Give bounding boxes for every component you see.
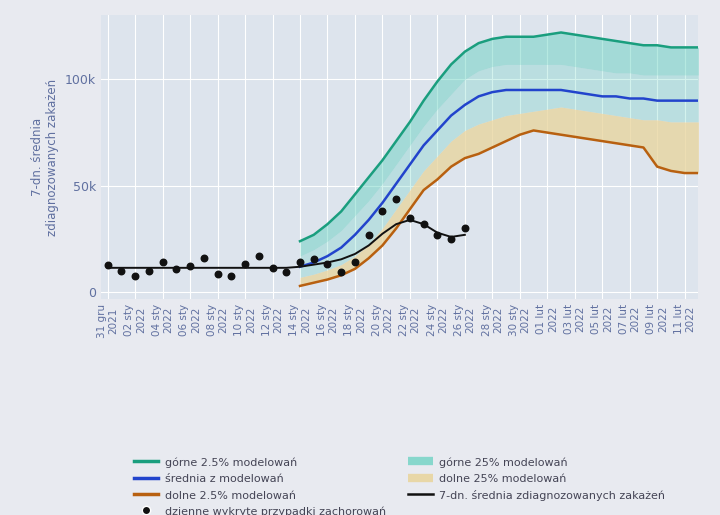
- Y-axis label: 7-dn. średnia
zdiagnozowanych zakażeń: 7-dn. średnia zdiagnozowanych zakażeń: [31, 78, 59, 236]
- Point: [157, 259, 168, 267]
- Point: [116, 267, 127, 275]
- Point: [281, 268, 292, 276]
- Point: [102, 261, 114, 269]
- Point: [349, 259, 361, 267]
- Point: [198, 254, 210, 262]
- Point: [294, 259, 306, 267]
- Point: [322, 260, 333, 268]
- Point: [308, 255, 320, 263]
- Point: [431, 231, 443, 239]
- Point: [418, 220, 429, 228]
- Point: [267, 264, 279, 272]
- Point: [239, 260, 251, 268]
- Point: [390, 195, 402, 203]
- Point: [459, 225, 471, 233]
- Point: [171, 265, 182, 273]
- Legend: górne 2.5% modelowań, średnia z modelowań, dolne 2.5% modelowań, dzienne wykryte: górne 2.5% modelowań, średnia z modelowa…: [128, 452, 671, 515]
- Point: [404, 214, 415, 222]
- Point: [336, 268, 347, 276]
- Point: [363, 231, 374, 239]
- Point: [184, 262, 196, 270]
- Point: [253, 252, 264, 260]
- Point: [377, 207, 388, 215]
- Point: [225, 272, 237, 281]
- Point: [446, 235, 457, 243]
- Point: [212, 270, 223, 278]
- Point: [143, 267, 155, 275]
- Point: [130, 272, 141, 281]
